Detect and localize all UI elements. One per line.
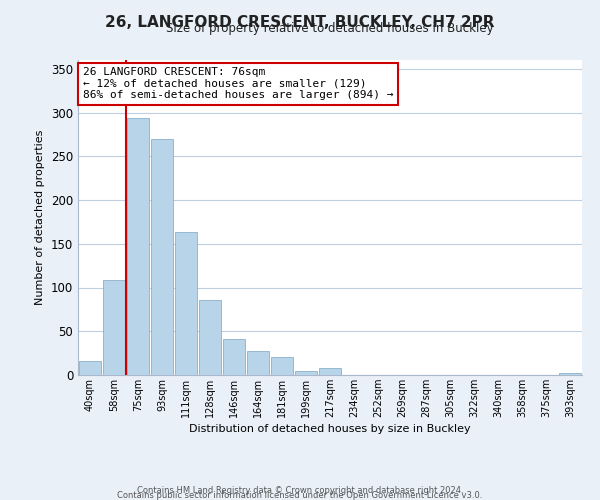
Bar [223,339,245,375]
Text: 26, LANGFORD CRESCENT, BUCKLEY, CH7 2PR: 26, LANGFORD CRESCENT, BUCKLEY, CH7 2PR [105,15,495,30]
Bar [79,361,101,375]
Bar [247,350,269,375]
Bar [271,356,293,375]
X-axis label: Distribution of detached houses by size in Buckley: Distribution of detached houses by size … [189,424,471,434]
Text: Contains public sector information licensed under the Open Government Licence v3: Contains public sector information licen… [118,491,482,500]
Bar [319,368,341,375]
Bar [151,138,173,375]
Bar [175,232,197,375]
Y-axis label: Number of detached properties: Number of detached properties [35,130,46,305]
Text: Contains HM Land Registry data © Crown copyright and database right 2024.: Contains HM Land Registry data © Crown c… [137,486,463,495]
Bar [559,373,581,375]
Text: 26 LANGFORD CRESCENT: 76sqm
← 12% of detached houses are smaller (129)
86% of se: 26 LANGFORD CRESCENT: 76sqm ← 12% of det… [83,67,394,100]
Bar [127,118,149,375]
Title: Size of property relative to detached houses in Buckley: Size of property relative to detached ho… [166,22,494,35]
Bar [295,370,317,375]
Bar [199,300,221,375]
Bar [103,280,125,375]
